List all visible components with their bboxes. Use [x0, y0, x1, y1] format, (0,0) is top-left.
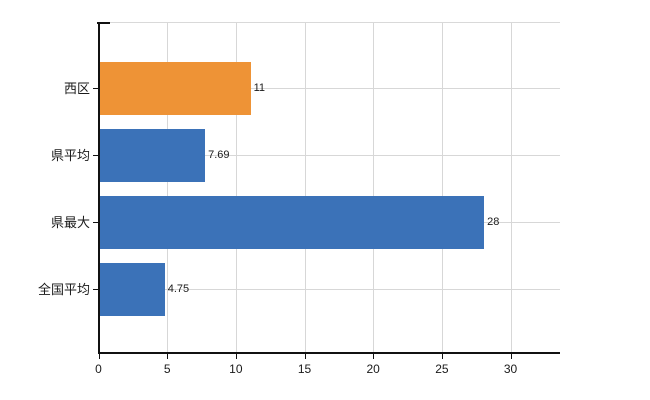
- plot-top-border: [98, 22, 560, 23]
- value-label: 4.75: [167, 283, 190, 295]
- x-tick-label: 15: [297, 362, 312, 376]
- x-tick-label: 0: [95, 362, 102, 376]
- x-tick-label: 30: [503, 362, 518, 376]
- gridline-vertical: [510, 22, 512, 352]
- category-label: 県平均: [50, 148, 90, 163]
- gridline-horizontal: [98, 289, 560, 290]
- gridline-vertical: [304, 22, 306, 352]
- x-tick-mark: [235, 354, 237, 359]
- y-axis-top-cap: [96, 22, 110, 24]
- x-tick-mark: [304, 354, 306, 359]
- x-tick-mark: [98, 354, 100, 359]
- value-label: 11: [253, 82, 265, 94]
- category-label: 全国平均: [37, 282, 90, 297]
- gridline-vertical: [235, 22, 237, 352]
- y-tick-mark: [92, 88, 98, 89]
- bar: [99, 262, 165, 316]
- y-tick-mark: [92, 155, 98, 156]
- bar: [99, 195, 485, 249]
- x-tick-label: 10: [229, 362, 243, 376]
- value-label: 28: [487, 216, 500, 228]
- y-tick-mark: [92, 289, 98, 290]
- bar: [99, 61, 251, 115]
- x-tick-mark: [373, 354, 375, 359]
- x-tick-mark: [441, 354, 443, 359]
- x-tick-mark: [167, 354, 169, 359]
- gridline-horizontal: [98, 88, 560, 89]
- gridline-vertical: [441, 22, 443, 352]
- bar: [99, 128, 206, 182]
- value-label: 7.69: [208, 149, 230, 161]
- x-tick-label: 20: [366, 362, 380, 376]
- x-tick-label: 5: [163, 362, 171, 376]
- x-tick-mark: [510, 354, 512, 359]
- gridline-vertical: [373, 22, 375, 352]
- y-axis-line: [97, 22, 100, 353]
- x-axis-line: [97, 352, 560, 354]
- gridline-horizontal: [98, 155, 560, 156]
- category-label: 西区: [63, 81, 90, 96]
- x-tick-label: 25: [435, 362, 449, 376]
- gridline-vertical: [167, 22, 169, 352]
- category-label: 県最大: [50, 215, 90, 230]
- y-tick-mark: [92, 222, 98, 223]
